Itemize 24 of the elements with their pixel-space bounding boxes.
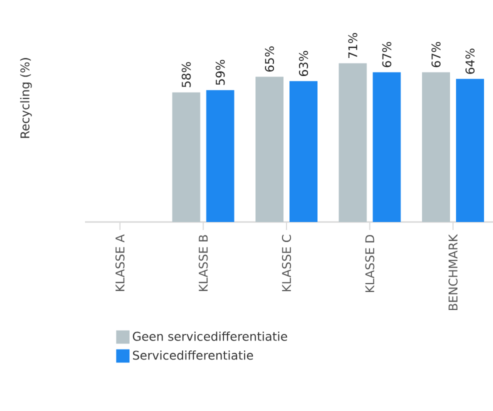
bar [172,92,200,222]
bar [290,81,318,222]
data-label: 59% [216,60,225,85]
x-tick-label: KLASSE C [282,234,292,292]
bar [206,90,234,222]
bar [422,72,450,222]
bar [456,78,484,222]
data-label: 64% [465,48,475,74]
data-label: 63% [298,50,308,76]
data-label: 58% [182,62,191,88]
x-tick-label: KLASSE B [198,235,208,291]
data-label: 67% [431,42,441,68]
bar [372,72,401,222]
data-label: 65% [264,46,274,72]
x-tick-label: KLASSE A [115,234,125,291]
bar [338,63,367,222]
legend-label: Servicedifferentiatie [132,350,254,360]
data-label: 71% [348,33,358,58]
data-label: 67% [382,42,392,68]
y-axis-title: Recycling (%) [20,58,32,138]
x-tick-label: BENCHMARK [448,234,458,310]
x-tick-label: KLASSE D [365,234,374,292]
bar [256,76,284,222]
legend-label: Geen servicedifferentiatie [132,332,288,341]
